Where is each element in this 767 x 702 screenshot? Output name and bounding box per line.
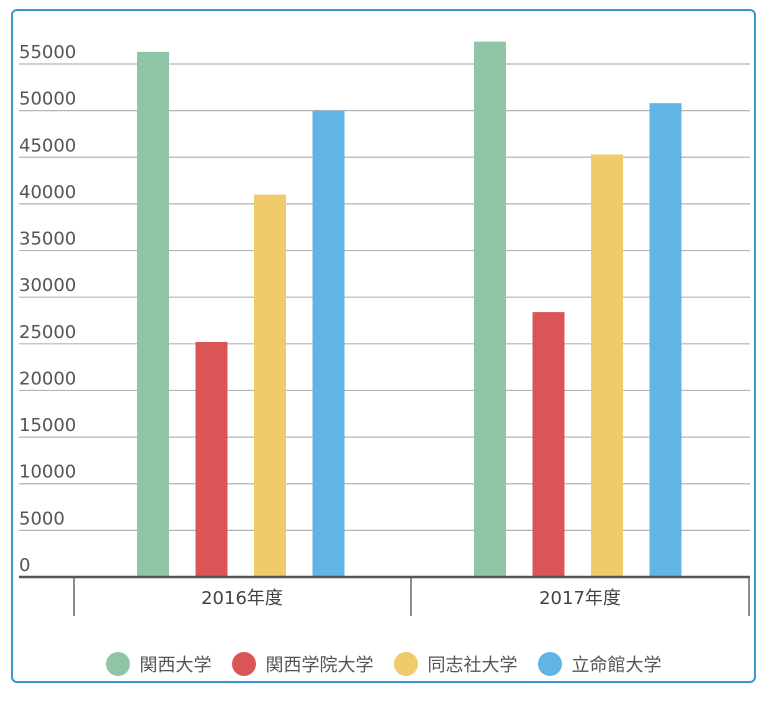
bar-関西大学-2016年度: [137, 51, 169, 577]
legend-marker: [105, 652, 130, 676]
y-tick-label: 50000: [19, 89, 76, 110]
y-tick-label: 0: [19, 555, 30, 576]
y-tick-label: 25000: [19, 322, 76, 343]
y-tick-label: 40000: [19, 182, 76, 203]
y-tick-label: 55000: [19, 42, 76, 63]
y-tick-label: 20000: [19, 368, 76, 389]
y-tick-label: 5000: [19, 508, 65, 529]
legend-marker: [231, 652, 256, 676]
legend-marker: [393, 652, 418, 676]
legend-item: 立命館大学: [537, 651, 662, 677]
legend: 関西大学 関西学院大学 同志社大学 立命館大学: [0, 648, 767, 680]
y-tick-label: 45000: [19, 135, 76, 156]
y-tick-label: 30000: [19, 275, 76, 296]
x-category-label: 2016年度: [201, 588, 283, 609]
bar-関西大学-2017年度: [474, 41, 506, 577]
chart-frame: [11, 9, 756, 683]
legend-label: 関西大学: [139, 655, 212, 676]
legend-marker: [537, 652, 562, 676]
legend-label: 関西学院大学: [265, 655, 374, 676]
bar-同志社大学-2017年度: [591, 154, 623, 577]
legend-item: 関西学院大学: [231, 651, 374, 677]
y-tick-label: 35000: [19, 229, 76, 250]
x-category-label: 2017年度: [539, 588, 621, 609]
bar-関西学院大学-2017年度: [532, 312, 565, 577]
legend-item: 関西大学: [105, 651, 212, 677]
bar-立命館大学-2017年度: [649, 103, 682, 577]
bar-同志社大学-2016年度: [254, 194, 286, 577]
y-tick-label: 10000: [19, 462, 76, 483]
legend-label: 同志社大学: [427, 655, 518, 676]
bar-立命館大学-2016年度: [312, 110, 345, 578]
bar-関西学院大学-2016年度: [195, 341, 228, 577]
legend-label: 立命館大学: [571, 655, 662, 676]
y-tick-label: 15000: [19, 415, 76, 436]
legend-item: 同志社大学: [393, 651, 518, 677]
